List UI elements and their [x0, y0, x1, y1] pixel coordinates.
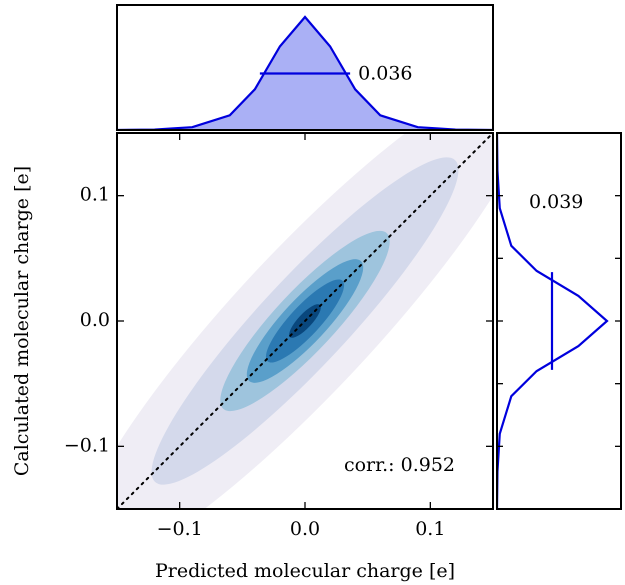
x-axis-title: Predicted molecular charge [e]: [155, 560, 455, 582]
y-tick-label: −0.1: [64, 434, 110, 456]
right-marginal-plot: 0.039: [496, 132, 622, 510]
identity-diagonal: [117, 133, 493, 509]
y-distribution-curve: [497, 133, 609, 509]
x-distribution-curve: [117, 15, 493, 130]
x-spread-annotation: 0.036: [358, 63, 412, 85]
top-marginal-frame: [116, 4, 494, 131]
right-marginal-ticks: [497, 132, 621, 510]
x-tick-label: 0.0: [290, 518, 320, 540]
right-marginal-frame: [496, 132, 622, 510]
y-spread-annotation: 0.039: [529, 191, 583, 213]
main-ticks: [117, 133, 493, 509]
y-axis-title: Calculated molecular charge [e]: [11, 166, 33, 476]
y-tick-label: 0.1: [80, 184, 110, 206]
main-plot: −0.1 0.0 0.1 −0.1 0.0 0.1 Predicted mole…: [11, 132, 494, 582]
top-marginal-plot: 0.036: [116, 4, 494, 131]
x-tick-label: −0.1: [157, 518, 203, 540]
correlation-annotation: corr.: 0.952: [344, 454, 455, 476]
x-tick-label: 0.1: [415, 518, 445, 540]
y-tick-label: 0.0: [80, 309, 110, 331]
